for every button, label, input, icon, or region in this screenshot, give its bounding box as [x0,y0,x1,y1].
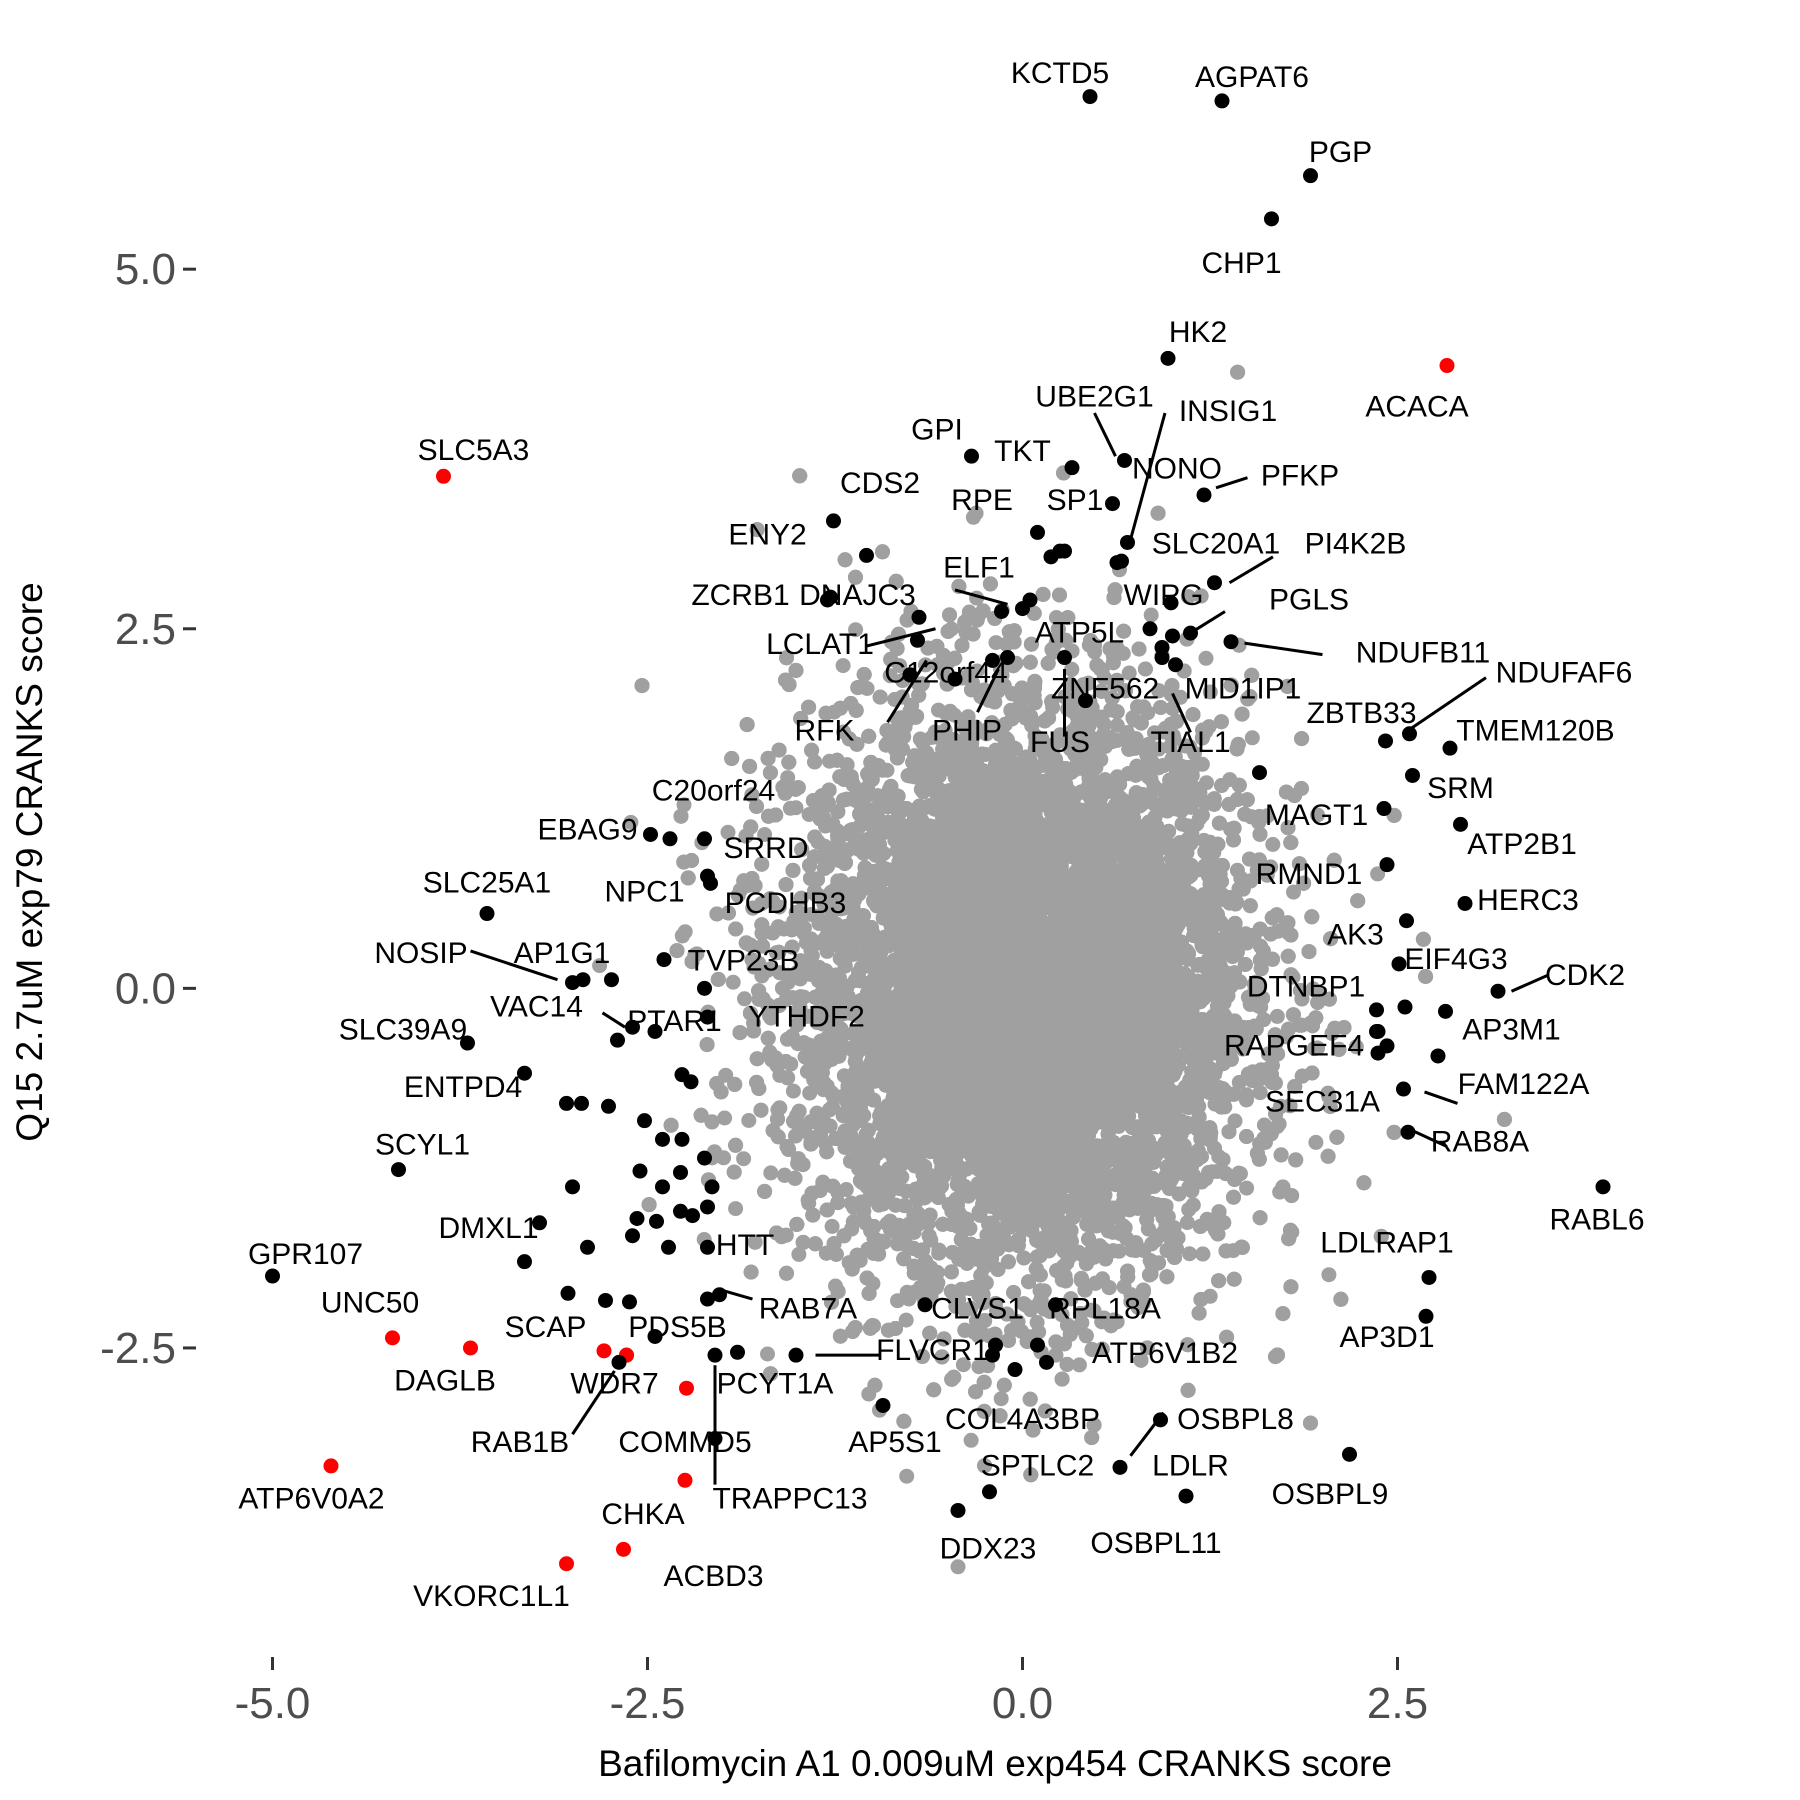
background-point [971,1359,987,1375]
background-point [763,1165,779,1181]
background-point [1324,1025,1340,1041]
background-point [1310,807,1325,823]
background-point [1048,610,1064,625]
background-point [785,1083,801,1099]
background-point [720,824,736,840]
background-point [762,1008,777,1024]
background-point [1265,836,1281,852]
background-point [623,814,639,830]
background-point [1182,1246,1197,1262]
background-point [717,1110,733,1126]
background-point [791,1246,807,1262]
background-point [950,1559,966,1575]
background-point [1202,684,1218,700]
background-point [1263,859,1279,875]
background-point [1198,650,1214,666]
background-point [1179,1215,1195,1231]
background-point [1321,1267,1337,1283]
background-point [1308,1134,1324,1150]
background-point [757,827,773,842]
background-point [725,974,741,990]
background-point [728,1201,744,1217]
background-point [1029,1315,1045,1330]
background-point-cloud [592,364,1512,1575]
background-point [1348,1039,1364,1055]
background-point [835,658,851,674]
background-point [890,1293,905,1309]
background-point [882,668,898,684]
background-point [760,1346,775,1362]
background-point [848,622,864,638]
background-point [1269,1008,1285,1024]
background-point [824,1218,840,1234]
background-point [1239,1180,1255,1196]
background-point [899,1468,915,1484]
background-point [1139,1340,1155,1356]
background-point [1244,730,1260,746]
background-point [898,1312,914,1328]
background-point [592,958,608,974]
background-point [737,991,752,1007]
background-point [676,797,692,813]
background-point [736,1151,752,1167]
background-point [741,1113,757,1128]
background-point [788,800,804,816]
background-point [1121,665,1137,681]
background-point [1071,1357,1087,1373]
background-point [963,1432,979,1448]
background-point [993,1391,1009,1407]
background-point [955,1357,971,1373]
background-point [1143,607,1159,623]
background-point [1286,884,1301,900]
background-point [1370,866,1386,882]
